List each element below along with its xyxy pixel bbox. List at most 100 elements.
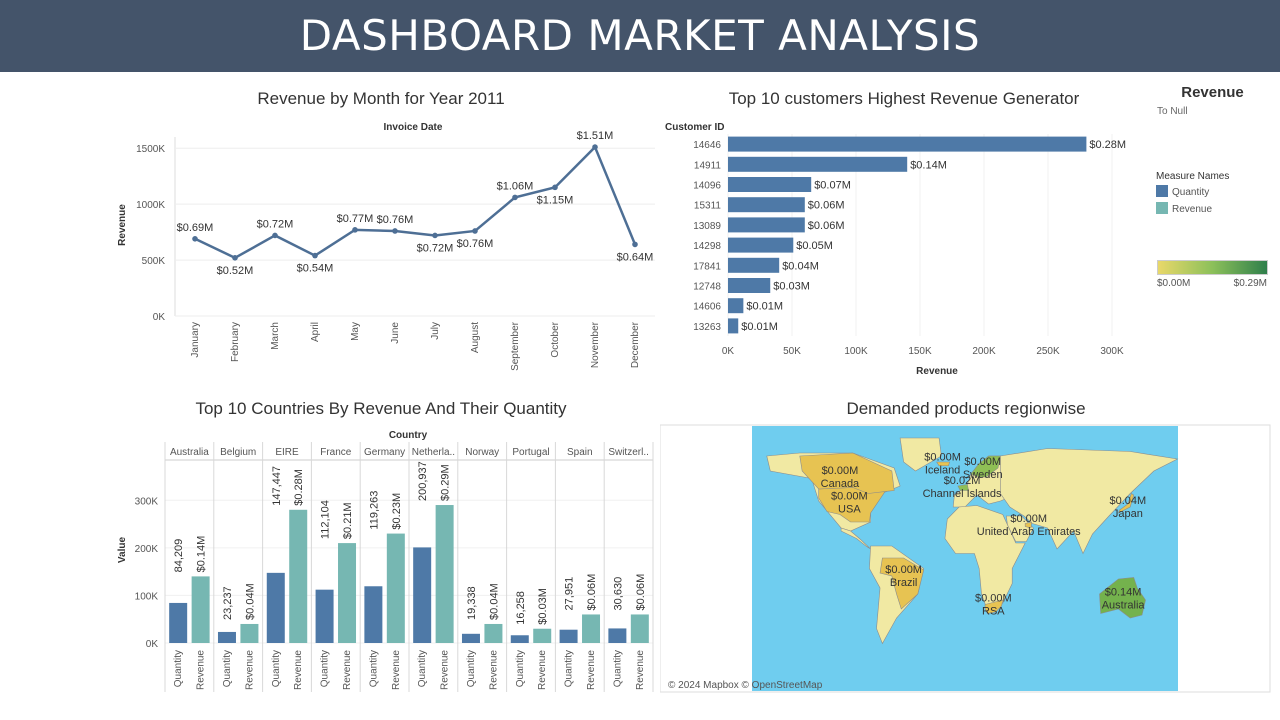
map-value-label: $0.00M (924, 452, 961, 464)
revenue-bar (338, 543, 357, 643)
revenue-bar (582, 614, 601, 643)
revenue-value-label: $0.23M (391, 493, 403, 530)
country-header: Spain (567, 447, 593, 458)
legend-item-quantity[interactable]: Quantity (1156, 185, 1209, 198)
revenue-gradient-bar (1157, 260, 1268, 275)
map-value-label: $0.14M (1105, 587, 1142, 599)
map-value-label: $0.00M (964, 456, 1001, 468)
revenue-value-label: $0.14M (196, 536, 208, 573)
hbar-x-tick: 50K (783, 346, 801, 357)
revenue-bar (435, 505, 454, 643)
line-data-point (592, 144, 598, 150)
gbar-y-tick: 200K (135, 544, 159, 555)
country-header: Portugal (512, 447, 549, 458)
customer-revenue-label: $0.14M (910, 159, 947, 171)
line-data-point (312, 252, 318, 259)
sub-category-label: Quantity (222, 650, 233, 687)
customer-bar (728, 298, 744, 314)
revenue-bar (191, 576, 210, 643)
revenue-value-label: $0.04M (488, 583, 500, 620)
customer-revenue-label: $0.06M (808, 200, 845, 212)
quantity-bar (266, 572, 285, 643)
line-chart-y-tick: 0K (153, 312, 166, 323)
customer-id-label: 13089 (693, 221, 721, 232)
customer-id-label: 17841 (693, 261, 721, 272)
line-data-point (632, 241, 638, 248)
map-region-label: Sweden (963, 469, 1003, 481)
map-value-label: $0.02M (944, 475, 981, 487)
quantity-value-label: 200,937 (417, 461, 429, 501)
line-chart-x-tick: September (510, 321, 521, 371)
japan-landmass (1117, 493, 1135, 514)
dashboard-title: DASHBOARD MARKET ANALYSIS (299, 11, 981, 60)
gbar-chart-y-label: Value (117, 537, 128, 564)
customer-revenue-label: $0.01M (741, 321, 778, 333)
hbar-x-tick: 0K (722, 346, 735, 357)
revenue-value-label: $0.04M (244, 583, 256, 620)
hbar-chart-title: Top 10 customers Highest Revenue Generat… (729, 89, 1080, 108)
customer-revenue-label: $0.28M (1089, 139, 1126, 151)
sub-category-label: Revenue (537, 650, 548, 690)
hbar-x-tick: 200K (972, 346, 996, 357)
hbar-x-tick: 250K (1036, 346, 1060, 357)
customer-bar (728, 197, 805, 213)
canada-landmass (799, 452, 895, 494)
legend-item-label: Revenue (1172, 204, 1213, 215)
customer-bar (728, 237, 794, 253)
map-region-label: Channel Islands (923, 488, 1002, 500)
hbar-x-tick: 300K (1100, 346, 1124, 357)
legend-item-revenue[interactable]: Revenue (1156, 202, 1212, 215)
top-countries-chart: Top 10 Countries By Revenue And Their Qu… (117, 399, 654, 692)
revenue-bar (533, 628, 552, 643)
revenue-swatch (1156, 202, 1168, 214)
line-chart-y-tick: 1500K (136, 144, 165, 155)
quantity-value-label: 19,338 (466, 586, 478, 620)
map-value-label: $0.00M (975, 593, 1012, 605)
sub-category-label: Revenue (293, 650, 304, 690)
map-region-label: United Arab Emirates (977, 526, 1081, 538)
revenue-value-label: $0.28M (293, 469, 305, 506)
line-data-point (552, 184, 558, 191)
line-data-label: $1.06M (497, 180, 534, 192)
customer-id-label: 14646 (693, 140, 721, 151)
line-chart-x-tick: February (230, 322, 241, 362)
map-value-label: $0.00M (885, 564, 922, 576)
customer-bar (728, 136, 1087, 152)
country-header: Netherla.. (412, 447, 455, 458)
line-chart-x-tick: January (190, 322, 201, 358)
country-header: Australia (170, 447, 209, 458)
hbar-chart-y-label: Customer ID (665, 122, 724, 133)
line-chart-x-tick: April (310, 322, 321, 342)
customer-id-label: 14096 (693, 181, 721, 192)
customer-bar (728, 217, 805, 233)
customer-id-label: 12748 (693, 282, 721, 293)
sub-category-label: Revenue (391, 650, 402, 690)
quantity-value-label: 112,104 (320, 500, 332, 539)
revenue-bar (630, 614, 649, 643)
quantity-value-label: 30,630 (612, 577, 624, 611)
line-chart-x-tick: December (630, 321, 641, 368)
region-map: Demanded products regionwise $0.00MCanad… (660, 399, 1271, 693)
uae-landmass (1024, 521, 1033, 529)
customer-revenue-label: $0.03M (773, 281, 810, 293)
quantity-value-label: 16,258 (515, 591, 527, 625)
customer-revenue-label: $0.01M (746, 301, 783, 313)
line-data-label: $0.72M (417, 242, 454, 254)
sub-category-label: Quantity (564, 650, 575, 687)
customer-bar (728, 318, 739, 334)
quantity-bar (315, 589, 334, 643)
country-header: Germany (364, 447, 405, 458)
hbar-x-tick: 150K (908, 346, 932, 357)
sub-category-label: Revenue (342, 650, 353, 690)
line-chart-x-tick: August (470, 322, 481, 353)
line-data-label: $0.76M (377, 214, 414, 226)
gbar-y-tick: 0K (146, 639, 159, 650)
line-data-point (392, 228, 398, 234)
quantity-bar (364, 586, 383, 643)
customer-bar (728, 257, 780, 273)
revenue-value-label: $0.29M (440, 464, 452, 501)
rsa-landmass (984, 599, 1004, 614)
greenland-landmass (899, 437, 942, 472)
brazil-landmass (879, 557, 925, 610)
country-header: Norway (465, 447, 499, 458)
